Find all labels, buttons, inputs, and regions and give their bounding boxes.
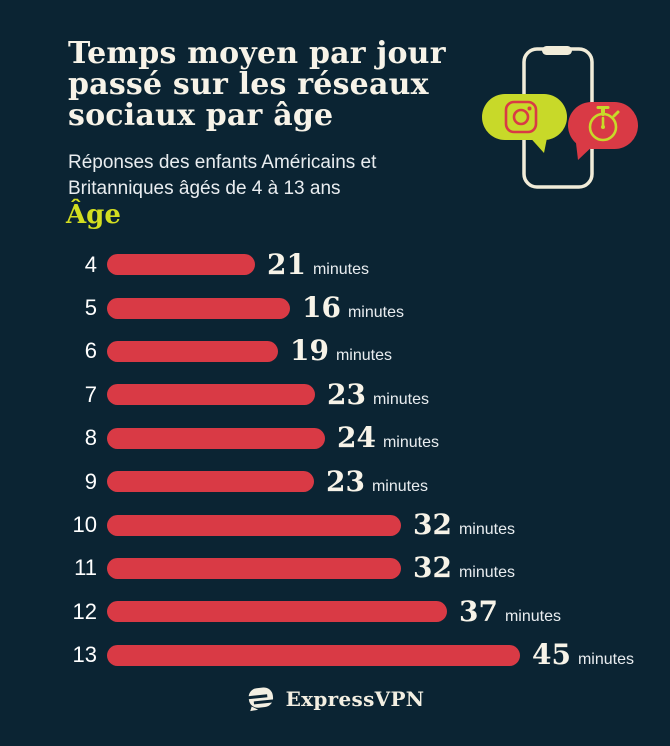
value-number: 16: [302, 291, 341, 325]
value-number: 24: [337, 421, 376, 455]
bar-age-8: [107, 427, 325, 449]
age-tick-label: 7: [84, 381, 97, 407]
value-unit: minutes: [504, 607, 561, 625]
subtitle-line: Britanniques âgés de 4 à 13 ans: [68, 178, 341, 199]
stopwatch-icon: [588, 106, 620, 142]
chat-bubble-red: [568, 102, 638, 160]
value-unit: minutes: [382, 434, 439, 452]
chat-bubble-green: [482, 94, 567, 153]
age-tick-label: 8: [84, 425, 97, 451]
instagram-icon: [504, 100, 538, 134]
phone-notch: [542, 46, 572, 55]
age-tick-label: 13: [72, 642, 97, 668]
chart-row-age-8: 8 24 minutes: [0, 417, 670, 460]
expressvpn-logo-text: ExpressVPN: [285, 687, 425, 711]
value-number: 21: [267, 247, 306, 281]
page-subtitle: Réponses des enfants Américains et Brita…: [68, 150, 376, 202]
title-line: sociaux par âge: [68, 98, 334, 133]
age-tick-label: 10: [72, 512, 97, 538]
value-unit: minutes: [577, 651, 634, 669]
value-number: 19: [290, 334, 329, 368]
value-number: 32: [413, 551, 452, 585]
age-tick-label: 4: [84, 251, 97, 277]
title-line: Temps moyen par jour: [68, 36, 446, 71]
value-label: 16 minutes: [302, 294, 404, 322]
value-label: 21 minutes: [267, 247, 369, 281]
age-tick-label: 12: [72, 598, 97, 624]
value-label: 37 minutes: [459, 594, 561, 628]
age-tick-label: 11: [74, 555, 97, 581]
title-line: passé sur les réseaux: [68, 67, 429, 102]
value-number: 45: [532, 638, 571, 672]
value-label: 24 minutes: [337, 424, 439, 452]
age-tick-label: 5: [84, 295, 97, 321]
bar-age-13: [107, 644, 520, 666]
value-label: 45 minutes: [532, 641, 634, 669]
value-unit: minutes: [371, 477, 428, 495]
value-number: 37: [459, 594, 498, 628]
value-unit: minutes: [312, 260, 369, 278]
subtitle-line: Réponses des enfants Américains et: [68, 152, 377, 173]
chart-row-age-9: 9 23 minutes: [0, 460, 670, 503]
chart-row-age-5: 5 16 minutes: [0, 286, 670, 329]
value-number: 23: [326, 464, 365, 498]
chart-row-age-11: 11 32 minutes: [0, 547, 670, 590]
phone-social-illustration: [482, 46, 638, 189]
value-number: 23: [327, 377, 366, 411]
bar-age-6: [107, 340, 278, 362]
chart-row-age-12: 12 37 minutes: [0, 590, 670, 633]
chart-row-age-13: 13 45 minutes: [0, 634, 670, 677]
value-label: 32 minutes: [413, 511, 515, 539]
value-label: 23 minutes: [326, 464, 428, 498]
bar-age-4: [107, 254, 255, 276]
value-label: 23 minutes: [327, 377, 429, 411]
value-unit: minutes: [335, 347, 392, 365]
value-unit: minutes: [372, 390, 429, 408]
bar-age-11: [107, 557, 401, 579]
bar-age-9: [107, 471, 314, 493]
chart-row-age-4: 4 21 minutes: [0, 243, 670, 286]
value-label: 32 minutes: [413, 554, 515, 582]
chart-row-age-10: 10 32 minutes: [0, 503, 670, 546]
expressvpn-logo-icon: [245, 687, 276, 712]
age-tick-label: 6: [84, 338, 97, 364]
bar-chart: 4 21 minutes 5 16 minutes 6 19 minutes 7 23 minutes…: [0, 243, 670, 677]
value-label: 19 minutes: [290, 337, 392, 365]
chart-row-age-6: 6 19 minutes: [0, 330, 670, 373]
age-tick-label: 9: [84, 468, 97, 494]
footer-branding: ExpressVPN: [0, 682, 670, 716]
value-unit: minutes: [458, 521, 515, 539]
chart-row-age-7: 7 23 minutes: [0, 373, 670, 416]
value-number: 32: [413, 508, 452, 542]
age-axis-label: Âge: [66, 200, 121, 230]
bar-age-12: [107, 601, 447, 623]
bar-age-10: [107, 514, 401, 536]
value-unit: minutes: [347, 304, 404, 322]
bar-age-7: [107, 384, 315, 406]
page-title: Temps moyen par jour passé sur les résea…: [68, 38, 446, 131]
value-unit: minutes: [458, 564, 515, 582]
bar-age-5: [107, 297, 290, 319]
